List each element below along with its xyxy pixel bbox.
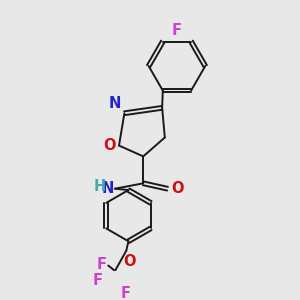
Text: F: F <box>93 273 103 288</box>
Text: F: F <box>97 257 107 272</box>
Text: F: F <box>172 22 182 38</box>
Text: N: N <box>102 181 114 196</box>
Text: O: O <box>124 254 136 269</box>
Text: F: F <box>120 286 130 300</box>
Text: O: O <box>103 138 116 153</box>
Text: H: H <box>94 178 106 194</box>
Text: O: O <box>171 181 183 196</box>
Text: N: N <box>109 96 121 111</box>
